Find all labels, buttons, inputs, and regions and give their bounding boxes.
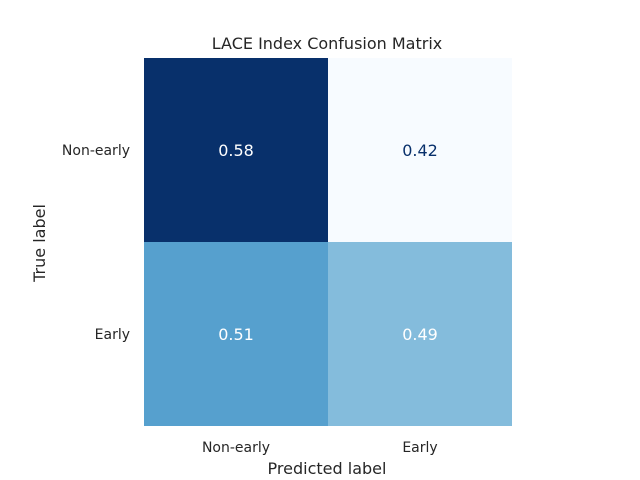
heatmap-cell-value: 0.51 [218,325,254,344]
heatmap-cells [144,58,512,426]
heatmap-cell-value: 0.42 [402,141,438,160]
heatmap-cell [144,58,328,242]
heatmap-cell-value: 0.49 [402,325,438,344]
x-tick-label: Early [402,440,437,456]
chart-title: LACE Index Confusion Matrix [212,34,443,53]
y-tick-label: Early [95,327,130,343]
y-axis-ticks: Non-early Early [62,143,130,343]
x-tick-label: Non-early [202,440,270,456]
heatmap-cell-value: 0.58 [218,141,254,160]
y-axis-label: True label [30,204,49,283]
heatmap-cell [328,242,512,426]
x-axis-ticks: Non-early Early [202,440,438,456]
x-axis-label: Predicted label [268,459,387,478]
heatmap-cell [144,242,328,426]
heatmap-cell-labels: 0.58 0.42 0.51 0.49 [218,141,438,344]
heatmap-cell [328,58,512,242]
y-tick-label: Non-early [62,143,130,159]
